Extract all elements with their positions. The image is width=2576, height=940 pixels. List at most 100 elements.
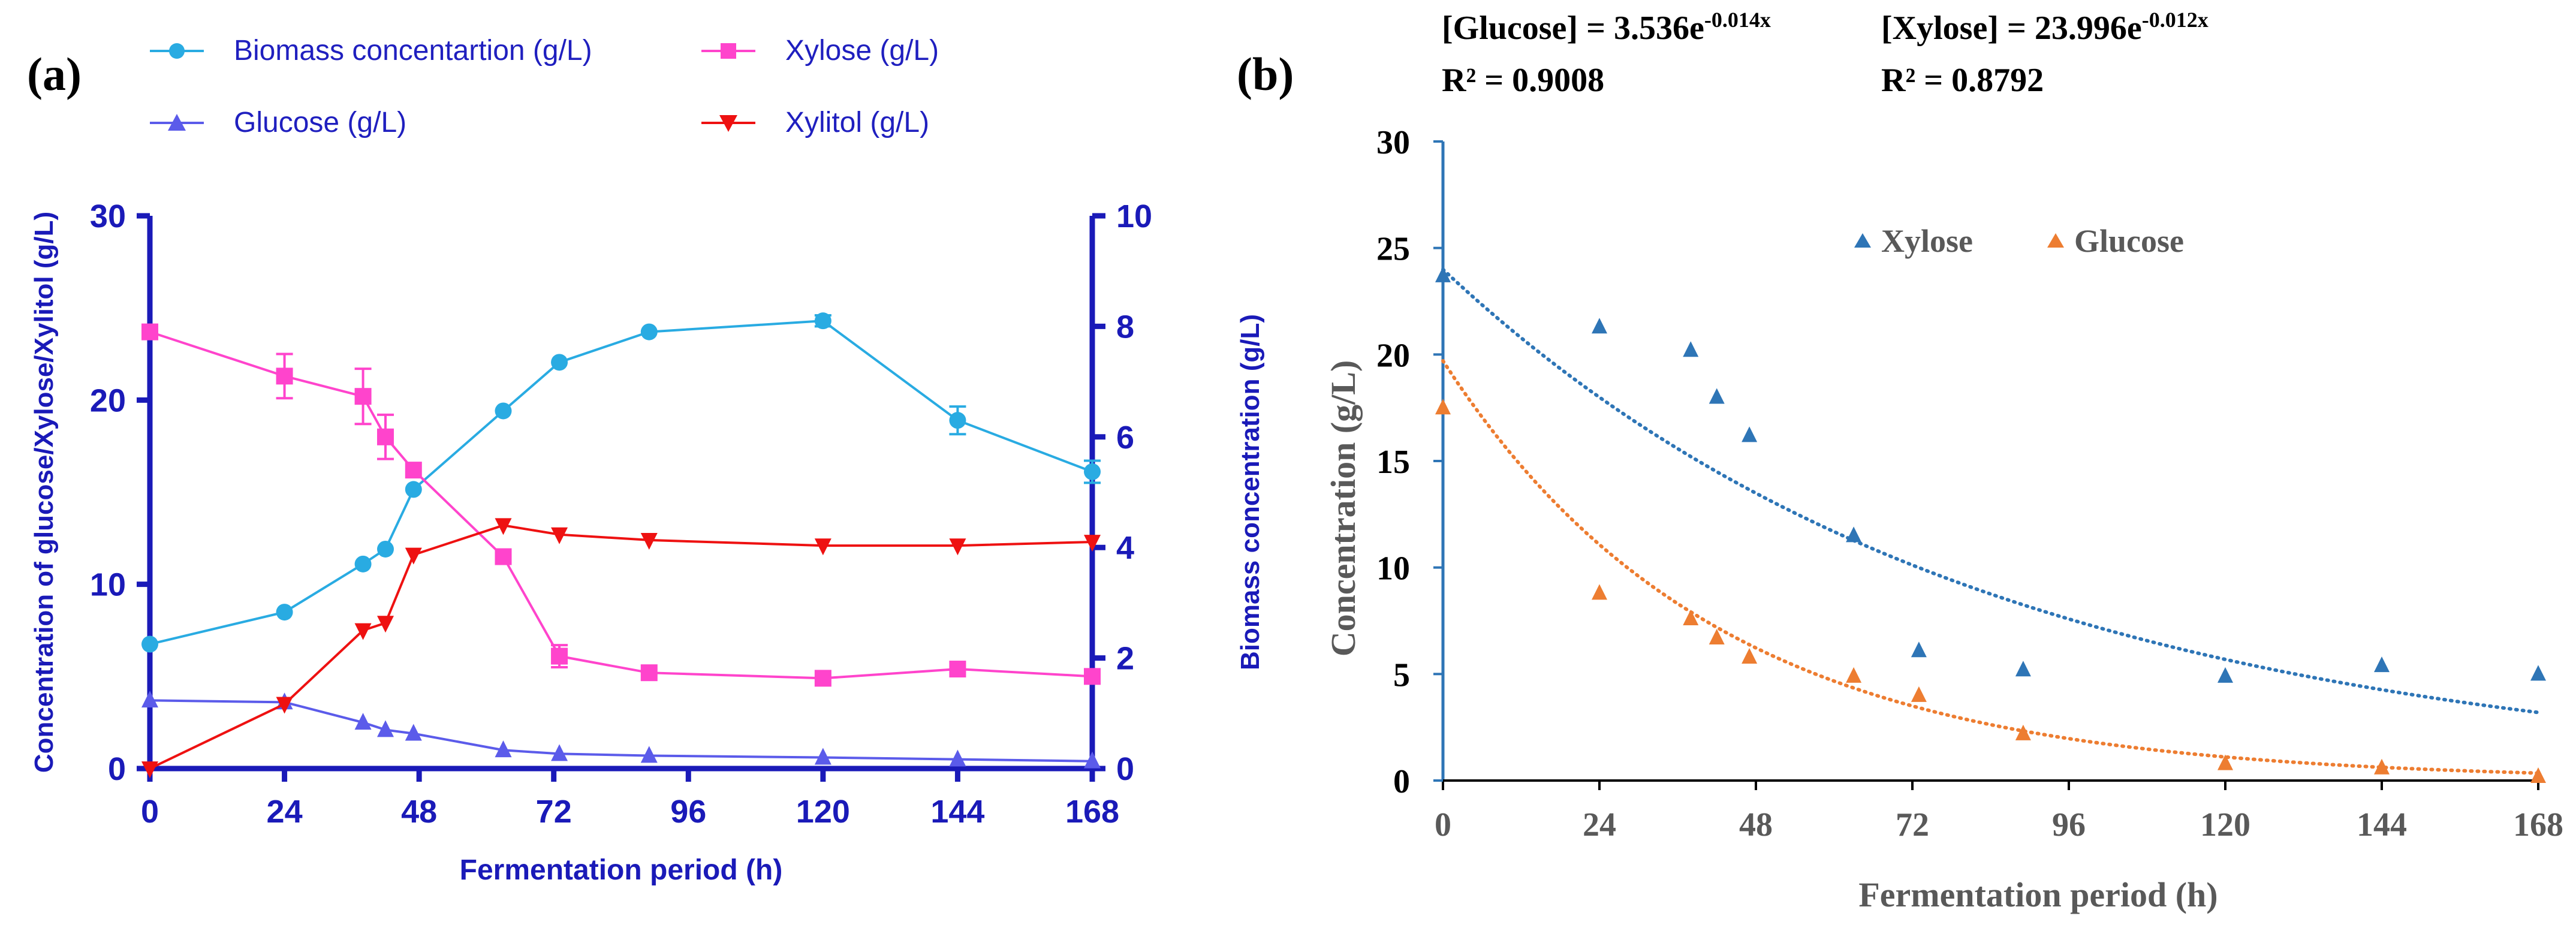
point-xylose	[949, 661, 966, 678]
plot-b-series	[1435, 266, 2546, 783]
point-xylose	[2530, 665, 2546, 681]
legend-a-label-glucose: Glucose (g/L)	[234, 107, 406, 138]
point-xylitol	[495, 518, 512, 535]
point-xylitol	[141, 761, 158, 779]
point-xylose	[1846, 526, 1862, 543]
point-xylose	[141, 323, 158, 341]
point-xylitol	[377, 616, 394, 633]
point-xylose	[551, 647, 568, 665]
point-glucose	[2530, 767, 2546, 783]
trendline-xylose	[1441, 267, 2540, 715]
point-biomass-concentartion	[949, 412, 966, 429]
axis-a-xtick-label: 96	[670, 794, 706, 830]
point-glucose	[640, 746, 658, 763]
axis-a-y2tick-label: 10	[1116, 198, 1152, 234]
axis-a-y2label: Biomass concentration (g/L)	[1236, 314, 1265, 670]
axes-a	[147, 216, 1095, 772]
point-xylitol	[405, 547, 422, 565]
axis-a-xtick-label: 72	[536, 794, 572, 830]
axis-a-y2tick-label: 4	[1116, 530, 1134, 566]
axis-a-xtick-label: 144	[930, 794, 984, 830]
axis-a-ytick-label: 0	[108, 751, 126, 787]
axis-a-ytick-label: 30	[90, 198, 126, 234]
axis-b-xtick-label: 168	[2513, 806, 2563, 843]
svg-text:[Xylose] = 23.996e-0.012x: [Xylose] = 23.996e-0.012x	[1881, 8, 2209, 47]
axis-a-xtick-label: 168	[1065, 794, 1119, 830]
legend-a-item-glucose: Glucose (g/L)	[150, 107, 406, 138]
point-glucose	[405, 724, 422, 741]
plot-a-series	[141, 312, 1101, 779]
point-xylitol	[1084, 535, 1101, 552]
axis-b-ytick-label: 5	[1393, 656, 1410, 694]
point-xylose	[1084, 668, 1101, 685]
point-xylitol	[640, 533, 658, 550]
svg-text:[Glucose] = 3.536e-0.014x: [Glucose] = 3.536e-0.014x	[1442, 8, 1771, 47]
legend-b-label-glucose: Glucose	[2074, 223, 2184, 259]
point-xylitol	[551, 527, 568, 544]
point-xylose	[2218, 667, 2233, 683]
axis-a-xtick-label: 120	[796, 794, 850, 830]
point-glucose	[2374, 758, 2390, 775]
legend-a: Biomass concentartion (g/L) Xylose (g/L)…	[150, 35, 939, 138]
point-glucose	[1911, 686, 1927, 702]
point-xylose	[640, 664, 658, 682]
point-glucose	[949, 749, 966, 767]
series-a-line-xylitol	[149, 524, 1093, 770]
point-glucose	[551, 744, 568, 761]
point-glucose	[141, 691, 158, 708]
legend-a-label-biomass: Biomass concentartion (g/L)	[234, 35, 592, 67]
point-biomass-concentartion	[354, 555, 372, 573]
legend-b: Xylose Glucose	[1854, 223, 2184, 259]
equation-glucose-base: [Glucose] = 3.536e	[1442, 10, 1704, 47]
equation-glucose-exponent: -0.014x	[1704, 8, 1771, 32]
point-xylose	[1709, 388, 1725, 404]
axis-a-y2tick-label: 2	[1116, 641, 1134, 677]
point-biomass-concentartion	[1084, 463, 1101, 480]
equation-xylose-r2: R² = 0.8792	[1881, 62, 2044, 99]
point-xylose	[354, 388, 372, 405]
point-xylitol	[814, 538, 831, 556]
axis-b-ytick-label: 15	[1376, 444, 1410, 481]
axis-b-xtick-label: 120	[2200, 806, 2250, 843]
legend-a-item-biomass: Biomass concentartion (g/L)	[150, 35, 592, 67]
equation-xylose-base: [Xylose] = 23.996e	[1881, 10, 2142, 47]
trendline-glucose	[1441, 358, 2540, 775]
legend-a-label-xylitol: Xylitol (g/L)	[785, 107, 929, 138]
axis-a-ylabel: Concentration of glucose/Xylose/Xylitol …	[29, 212, 59, 773]
point-xylose	[377, 428, 394, 445]
axis-a-xlabel: Fermentation period (h)	[460, 854, 783, 886]
point-glucose	[1709, 628, 1725, 644]
series-a-line-glucose	[149, 699, 1093, 763]
point-biomass-concentartion	[276, 604, 293, 621]
equation-xylose: [Xylose] = 23.996e-0.012x R² = 0.8792	[1881, 8, 2209, 99]
axis-a-ytick-label: 10	[90, 567, 126, 603]
point-glucose	[495, 740, 512, 758]
point-biomass-concentartion	[814, 312, 831, 330]
axis-b-ytick-label: 0	[1393, 763, 1410, 800]
axis-a-y2tick-label: 8	[1116, 309, 1134, 345]
axis-b-ytick-label: 30	[1376, 124, 1410, 161]
equation-glucose-r2: R² = 0.9008	[1442, 62, 1604, 99]
point-xylose	[1742, 426, 1758, 442]
point-glucose	[1846, 667, 1862, 683]
legend-b-marker-glucose	[2047, 233, 2064, 248]
point-xylitol	[276, 697, 293, 714]
point-glucose	[1435, 399, 1451, 415]
point-xylitol	[354, 623, 372, 640]
axis-a-y2tick-label: 0	[1116, 751, 1134, 787]
axis-a-xtick-label: 0	[141, 794, 159, 830]
axis-b-ylabel: Concentration (g/L)	[1324, 360, 1363, 657]
point-xylose	[405, 462, 422, 479]
axis-b-xtick-label: 72	[1896, 806, 1929, 843]
axis-b-xtick-label: 0	[1435, 806, 1451, 843]
axis-a-xtick-label: 48	[401, 794, 437, 830]
point-biomass-concentartion	[141, 635, 158, 653]
axis-b-ytick-label: 20	[1376, 337, 1410, 374]
point-xylitol	[949, 538, 966, 556]
point-biomass-concentartion	[640, 323, 658, 341]
axis-b-xlabel: Fermentation period (h)	[1858, 875, 2218, 914]
axis-a-ytick-label: 20	[90, 382, 126, 418]
panel-b-label: (b)	[1237, 48, 1294, 100]
axis-b-ytick-label: 25	[1376, 231, 1410, 268]
